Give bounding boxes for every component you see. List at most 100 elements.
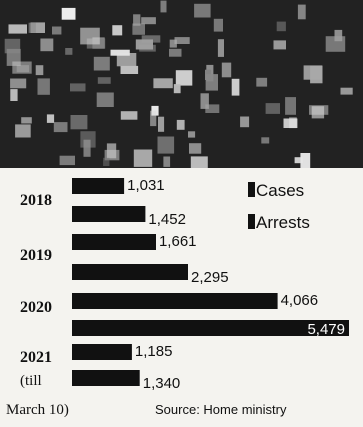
bar-cases-2021 (72, 344, 132, 360)
value-label-cases-2019: 1,661 (159, 233, 197, 250)
photo-figure (53, 122, 68, 133)
photo-figure (334, 29, 343, 42)
photo-figure (120, 111, 138, 120)
value-label-cases-2020: 4,066 (281, 292, 319, 309)
photo-figure (30, 22, 45, 33)
photo-figure (283, 118, 298, 128)
photo-figure (158, 116, 165, 132)
photo-figure (153, 78, 173, 89)
value-label-arrests-2020: 5,479 (307, 321, 345, 338)
photo-figure (97, 77, 111, 84)
photo-figure (205, 74, 218, 91)
photo-figure (10, 89, 18, 101)
photo-figure (110, 49, 130, 56)
photo-figure (294, 157, 303, 164)
photo-figure (80, 27, 100, 45)
photo-figure (150, 110, 157, 127)
photo-figure (189, 143, 202, 154)
photo-figure (190, 156, 208, 168)
photo-figure (103, 157, 110, 166)
value-label-arrests-2018: 1,452 (148, 211, 186, 228)
photo-figure (169, 39, 177, 48)
photo-figure (135, 39, 153, 50)
photo-figure (21, 117, 32, 124)
photo-figure (120, 65, 139, 74)
photo-figure (70, 115, 88, 130)
photo-figure (276, 21, 286, 32)
photo-figure (133, 149, 153, 167)
category-label-2018: 2018 (20, 192, 52, 209)
photo-figure (10, 78, 27, 89)
photo-figure (309, 105, 329, 115)
photo-figure (59, 155, 75, 166)
photo-figure (194, 3, 211, 18)
photo-figure (40, 38, 54, 52)
photo-figure (256, 77, 268, 87)
value-label-arrests-2021: 1,340 (143, 375, 181, 392)
category-label-2021: 2021 (20, 349, 52, 366)
photo-figure (116, 53, 137, 67)
photo-figure (96, 92, 114, 107)
photo-figure (273, 40, 286, 50)
photo-figure (157, 136, 175, 154)
photo-figure (8, 24, 27, 34)
photo-figure (133, 14, 141, 26)
photo-figure (200, 93, 209, 109)
photo-figure (188, 131, 196, 138)
photo-figure (173, 84, 181, 94)
category-label-2020: 2020 (20, 299, 52, 316)
photo-figure (261, 137, 270, 144)
legend-label-cases: Cases (256, 181, 304, 200)
photo-figure (160, 0, 167, 13)
value-label-cases-2021: 1,185 (135, 343, 173, 360)
bar-arrests-2021 (72, 370, 140, 386)
category-sublabel-2021: (till (20, 373, 42, 389)
photo-figure (217, 39, 224, 57)
photo-figure (285, 97, 296, 115)
bar-cases-2020 (72, 293, 278, 309)
legend-label-arrests: Arrests (256, 213, 310, 232)
source-credit: Source: Home ministry (155, 402, 287, 417)
photo-figure (221, 62, 232, 78)
photo-figure (141, 17, 156, 25)
photo-figure (169, 48, 182, 57)
footer-note: March 10) (6, 402, 69, 418)
photo-figure (104, 149, 120, 161)
photo-figure (297, 4, 306, 20)
photo-figure (112, 25, 123, 36)
value-label-arrests-2019: 2,295 (191, 269, 229, 286)
photo-figure (265, 103, 280, 114)
photo-figure (205, 104, 220, 113)
photo-figure (303, 65, 323, 80)
photo-figure (132, 23, 145, 35)
photo-figure (174, 37, 190, 44)
photo-figure (240, 116, 250, 128)
photo-figure (61, 7, 76, 20)
photo-figure (35, 65, 44, 76)
photo-figure (83, 139, 91, 157)
photo-figure (93, 56, 110, 71)
photo-figure (175, 70, 193, 86)
bar-arrests-2020 (72, 320, 349, 336)
photo-figure (46, 114, 55, 123)
photo-figure (15, 124, 31, 138)
value-label-cases-2018: 1,031 (127, 177, 165, 194)
photo-figure (141, 35, 161, 43)
bar-arrests-2018 (72, 206, 146, 222)
photo-figure (52, 26, 62, 35)
photo-figure (163, 156, 171, 167)
photo-figure (70, 83, 86, 92)
photo-figure (213, 18, 223, 32)
legend-swatch-cases (248, 182, 255, 197)
category-label-2019: 2019 (20, 247, 52, 264)
photo-figure (37, 78, 50, 95)
legend-swatch-arrests (248, 214, 255, 229)
photo-figure (65, 48, 73, 55)
photo-figure (4, 38, 21, 54)
photo-figure (176, 119, 185, 130)
photo-figure (80, 131, 96, 148)
photo-figure (300, 153, 311, 168)
bar-cases-2019 (72, 234, 156, 250)
photo-figure (340, 87, 353, 95)
